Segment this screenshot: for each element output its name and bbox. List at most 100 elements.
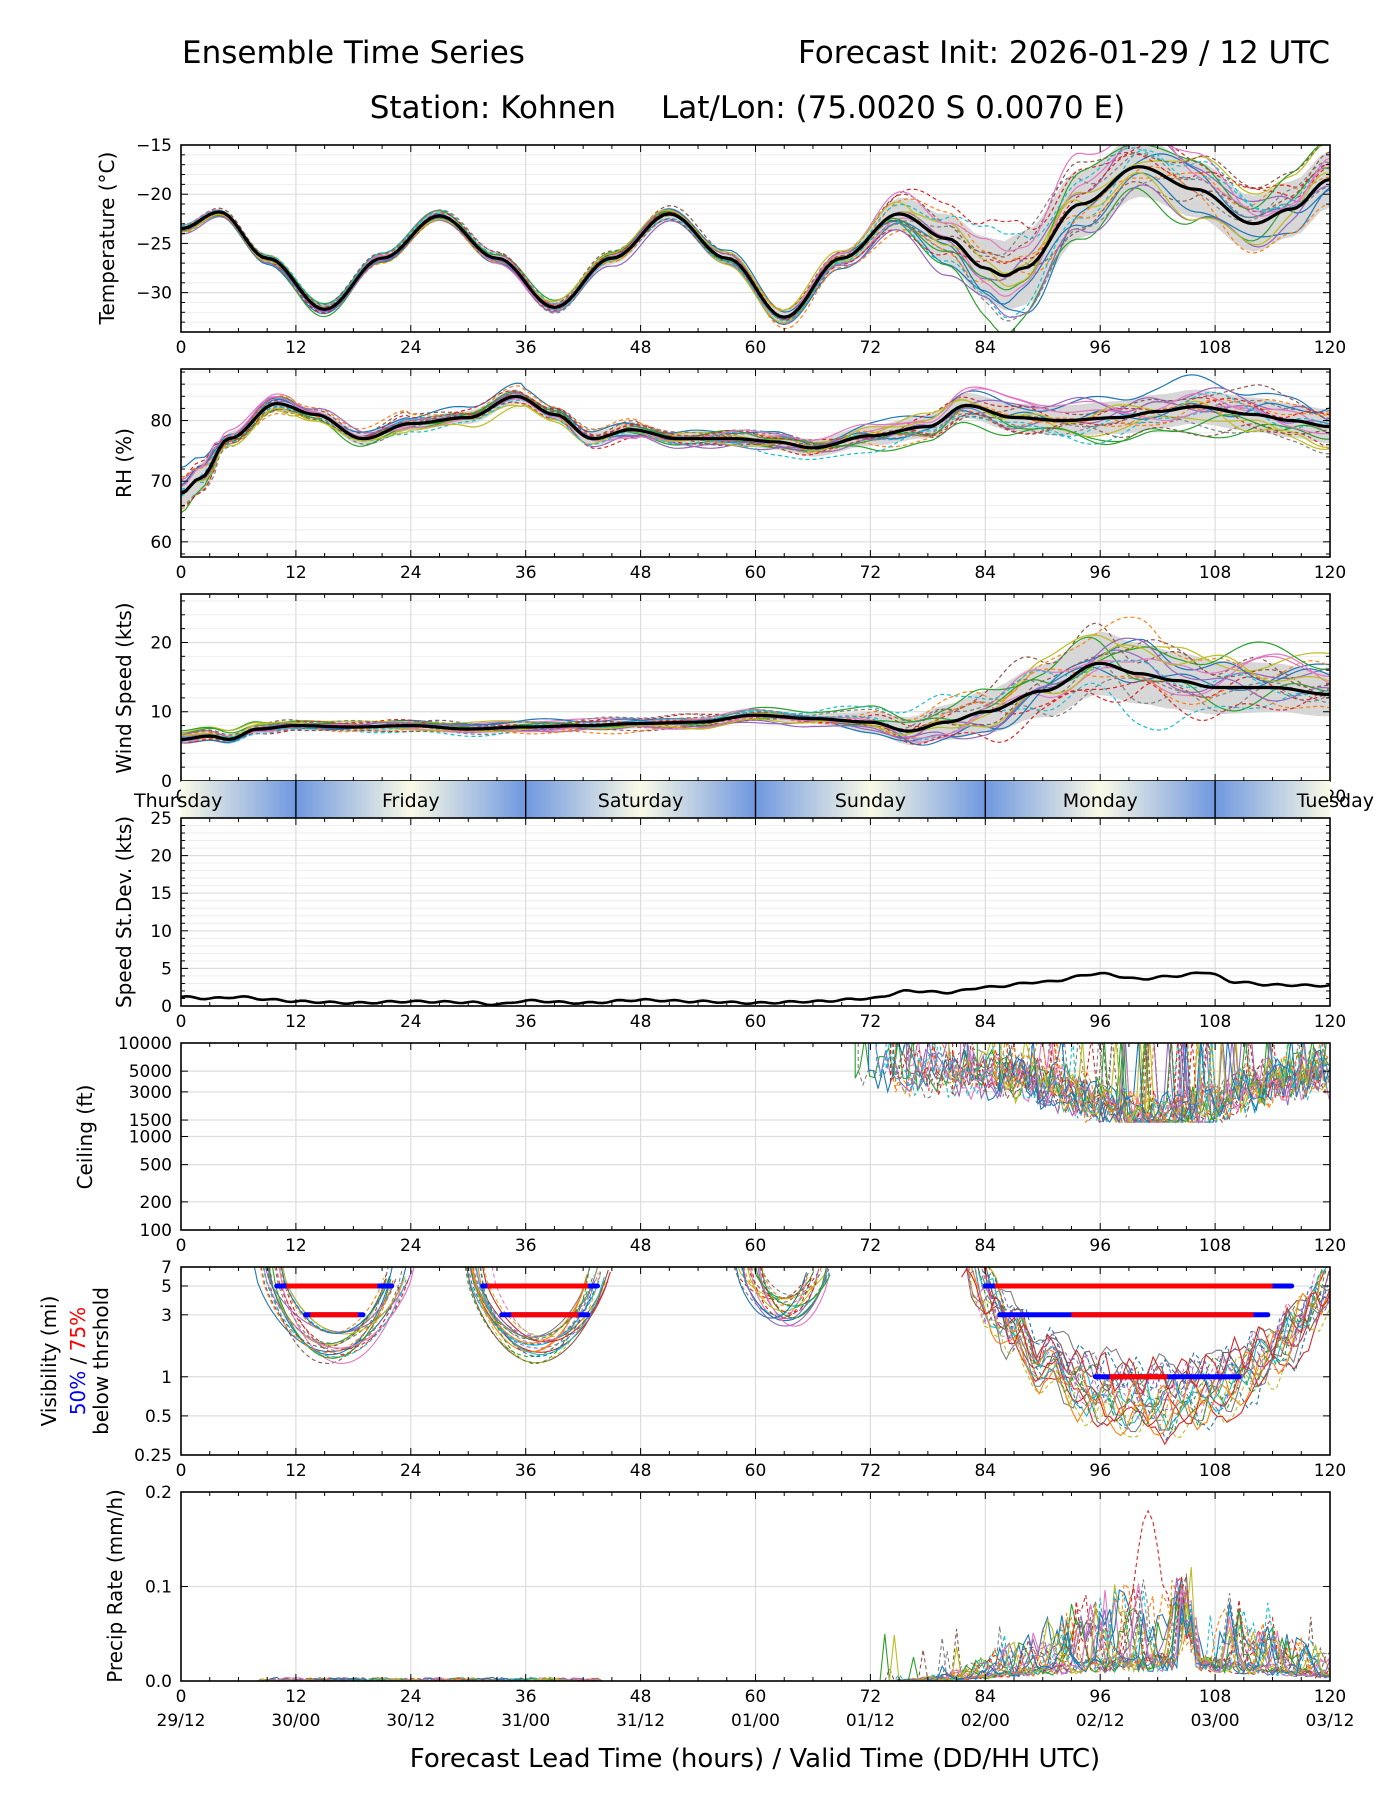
visibility-member-line [760,1267,818,1314]
station-label: Station: Kohnen [370,90,616,126]
x-tick-label: 24 [400,1236,422,1256]
visibility-member-line [977,1267,1328,1416]
visibility-member-line [735,1267,808,1319]
vis-75-label: 75% [66,1307,90,1351]
x-tick-label: 48 [630,1687,652,1707]
x-tick-label: 72 [860,563,882,583]
valid-time-label: 01/12 [846,1711,895,1731]
y-tick-label: 20 [150,847,172,867]
y-tick-label: 20 [150,633,172,653]
x-tick-label: 96 [1089,1236,1111,1256]
y-tick-label: 1 [161,1368,172,1388]
x-tick-label: 24 [400,563,422,583]
y-tick-label: 0.0 [145,1672,172,1692]
y-tick-label: 7 [161,1258,172,1278]
ensemble-members [181,145,1330,332]
x-tick-label: 0 [176,1687,187,1707]
visibility-member-line [471,1267,601,1364]
visibility-member-line [734,1267,830,1317]
wind-speed-panel: 0122436486072849610812001020 [150,593,1346,807]
x-tick-label: 48 [630,1461,652,1481]
visibility-member-line [974,1267,1322,1432]
y-tick-label: 100 [140,1221,172,1241]
visibility-member-line [757,1267,820,1320]
x-tick-label: 120 [1314,1236,1346,1256]
member-line [181,172,1330,313]
visibility-member-line [761,1267,823,1296]
x-tick-label: 120 [1314,1687,1346,1707]
x-tick-label: 24 [400,1012,422,1032]
y-tick-label: 0 [161,772,172,792]
ceiling-panel: 0 12 24 36 48 60 72 84 96 108 120 100 200 500 10001500… [118,1034,1346,1256]
visibility-member-line [967,1267,1324,1422]
x-tick-label: 108 [1199,1012,1231,1032]
y-tick-label: 15 [150,884,172,904]
day-segment [295,781,526,818]
x-tick-label: 48 [630,563,652,583]
x-tick-label: 12 [285,1236,307,1256]
ceiling-member-line [906,1043,1329,1125]
rh-ylabel: RH (%) [112,428,136,498]
y-tick-label: 5 [161,959,172,979]
x-tick-label: 84 [974,338,996,358]
visibility-member-line [278,1267,404,1364]
member-line [181,661,1330,742]
visibility-member-line [259,1267,394,1353]
visibility-member-line [967,1272,1330,1433]
day-segment [525,781,756,818]
x-tick-label: 96 [1089,1461,1111,1481]
x-tick-label: 72 [860,1012,882,1032]
x-tick-label: 24 [400,1687,422,1707]
valid-time-label: 02/00 [961,1711,1010,1731]
x-tick-label: 108 [1199,1236,1231,1256]
x-tick-label: 0 [176,1461,187,1481]
x-tick-label: 72 [860,338,882,358]
x-tick-label: 36 [515,563,537,583]
ceiling-member-line [906,1043,1330,1124]
visibility-member-line [266,1267,387,1365]
valid-time-label: 01/00 [731,1711,780,1731]
day-label: Saturday [598,790,684,812]
y-tick-label: −15 [136,136,172,156]
rh-panel: 0 12 24 36 48 60 72 84 96 108 120 60 70 80 [150,368,1346,583]
visibility-member-line [260,1267,389,1348]
x-tick-label: 12 [285,1687,307,1707]
day-label: Monday [1063,790,1138,812]
x-tick-label: 84 [974,1012,996,1032]
ceiling-ylabel: Ceiling (ft) [73,1085,97,1190]
spread-band [181,145,1330,325]
precip-member-line [181,1573,1330,1681]
visibility-member-line [269,1267,394,1358]
visibility-member-line [737,1267,828,1300]
precip-member-line [181,1575,1330,1681]
member-line [181,396,1330,497]
y-tick-label: 70 [150,472,172,492]
y-tick-label: 0 [161,997,172,1017]
visibility-member-line [760,1267,828,1319]
vis-50-label: 50% [66,1371,90,1415]
member-line [181,382,1330,486]
day-segment [755,781,986,818]
day-segment [181,781,296,818]
ceiling-member-line [868,1043,1329,1123]
y-tick-label: 10000 [118,1034,172,1054]
y-tick-label: −30 [136,284,172,304]
x-tick-label: 24 [400,338,422,358]
x-tick-label: 96 [1089,338,1111,358]
x-tick-label: 96 [1089,1687,1111,1707]
day-label: Thursday [133,790,222,812]
x-tick-label: 12 [285,1461,307,1481]
visibility-panel: 0 12 24 36 48 60 72 84 96 108 120 0.25 0.5 1 3 57 [134,1258,1346,1481]
ceiling-member-line [999,1043,1330,1124]
visibility-ylabel-1: Visibility (mi) [37,1296,61,1427]
precip-member-line [181,1584,1330,1681]
ceiling-member-line [885,1043,1327,1124]
y-tick-label: 10 [150,922,172,942]
day-segment [985,781,1216,818]
valid-time-label: 29/12 [157,1711,206,1731]
visibility-member-line [472,1267,587,1344]
x-tick-label: 96 [1089,1012,1111,1032]
x-tick-label: 0 [176,1236,187,1256]
y-tick-label: 80 [150,412,172,432]
